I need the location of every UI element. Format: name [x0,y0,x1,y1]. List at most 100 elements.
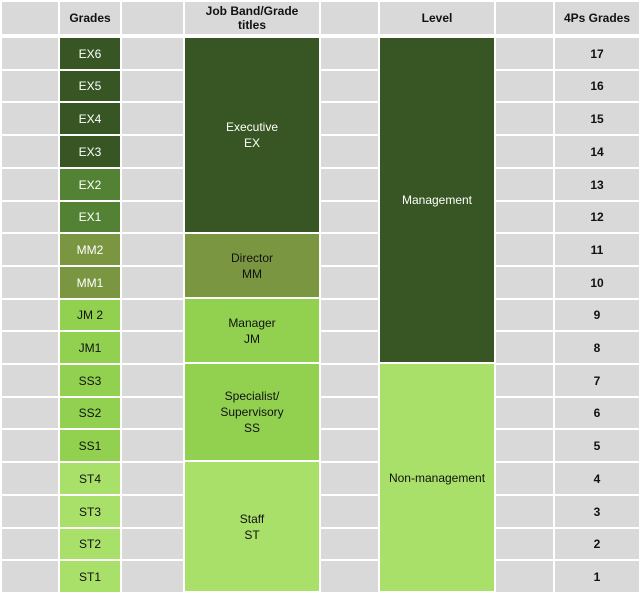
blank-col-2 [122,267,183,298]
fourps-grade-cell: 13 [555,169,639,200]
blank-col-4 [496,38,553,69]
fourps-grade-cell: 1 [555,561,639,592]
blank-col-4 [496,332,553,363]
blank-col-2 [122,71,183,101]
band-manager: Manager JM [185,299,319,362]
blank-col-3 [321,332,378,363]
blank-col-3 [321,430,378,461]
header-blank-1 [2,2,58,34]
fourps-grade-cell: 5 [555,430,639,461]
blank-col-1 [2,365,58,396]
blank-col-3 [321,202,378,232]
blank-col-1 [2,398,58,428]
blank-col-3 [321,234,378,265]
blank-col-4 [496,529,553,559]
fourps-grade-cell: 7 [555,365,639,396]
band-staff: Staff ST [185,462,319,591]
blank-col-1 [2,38,58,69]
header-level: Level [380,2,494,34]
blank-col-1 [2,561,58,592]
blank-col-1 [2,332,58,363]
band-director: Director MM [185,234,319,297]
blank-col-4 [496,136,553,167]
blank-col-1 [2,529,58,559]
header-job-band: Job Band/Grade titles [185,2,319,34]
blank-col-3 [321,496,378,527]
blank-col-4 [496,398,553,428]
blank-col-1 [2,234,58,265]
fourps-grade-cell: 6 [555,398,639,428]
blank-col-2 [122,38,183,69]
blank-col-4 [496,71,553,101]
blank-col-4 [496,365,553,396]
blank-col-2 [122,136,183,167]
fourps-grade-cell: 10 [555,267,639,298]
blank-col-2 [122,202,183,232]
blank-col-1 [2,71,58,101]
blank-col-3 [321,463,378,494]
fourps-grade-cell: 3 [555,496,639,527]
grade-cell: MM1 [60,267,120,298]
grade-cell: ST1 [60,561,120,592]
blank-col-1 [2,496,58,527]
grade-cell: ST3 [60,496,120,527]
fourps-grade-cell: 17 [555,38,639,69]
blank-col-1 [2,136,58,167]
blank-col-4 [496,202,553,232]
grade-cell: MM2 [60,234,120,265]
header-grades: Grades [60,2,120,34]
blank-col-1 [2,430,58,461]
blank-col-2 [122,365,183,396]
fourps-grade-cell: 14 [555,136,639,167]
level-non-management: Non-management [380,364,494,591]
grade-cell: SS2 [60,398,120,428]
grade-cell: EX3 [60,136,120,167]
header-blank-2 [122,2,183,34]
grade-cell: SS1 [60,430,120,461]
blank-col-4 [496,561,553,592]
blank-col-1 [2,103,58,134]
fourps-grade-cell: 4 [555,463,639,494]
band-specialist: Specialist/ Supervisory SS [185,364,319,460]
blank-col-3 [321,38,378,69]
band-executive: Executive EX [185,38,319,232]
fourps-grade-cell: 8 [555,332,639,363]
blank-col-4 [496,430,553,461]
blank-col-3 [321,103,378,134]
grade-cell: EX1 [60,202,120,232]
header-blank-4 [496,2,553,34]
blank-col-2 [122,332,183,363]
grade-cell: EX4 [60,103,120,134]
fourps-grade-cell: 12 [555,202,639,232]
blank-col-2 [122,430,183,461]
blank-col-4 [496,267,553,298]
grade-cell: SS3 [60,365,120,396]
grade-cell: EX2 [60,169,120,200]
blank-col-3 [321,398,378,428]
blank-col-1 [2,169,58,200]
blank-col-1 [2,267,58,298]
blank-col-2 [122,103,183,134]
fourps-grade-cell: 15 [555,103,639,134]
header-blank-3 [321,2,378,34]
blank-col-4 [496,496,553,527]
blank-col-2 [122,561,183,592]
blank-col-4 [496,300,553,330]
blank-col-2 [122,463,183,494]
grade-cell: ST4 [60,463,120,494]
blank-col-2 [122,300,183,330]
blank-col-1 [2,300,58,330]
blank-col-2 [122,169,183,200]
fourps-grade-cell: 16 [555,71,639,101]
blank-col-1 [2,202,58,232]
fourps-grade-cell: 11 [555,234,639,265]
blank-col-3 [321,169,378,200]
blank-col-2 [122,234,183,265]
blank-col-4 [496,234,553,265]
blank-col-4 [496,169,553,200]
blank-col-4 [496,103,553,134]
blank-col-3 [321,561,378,592]
blank-col-3 [321,300,378,330]
grade-cell: JM 2 [60,300,120,330]
fourps-grade-cell: 9 [555,300,639,330]
